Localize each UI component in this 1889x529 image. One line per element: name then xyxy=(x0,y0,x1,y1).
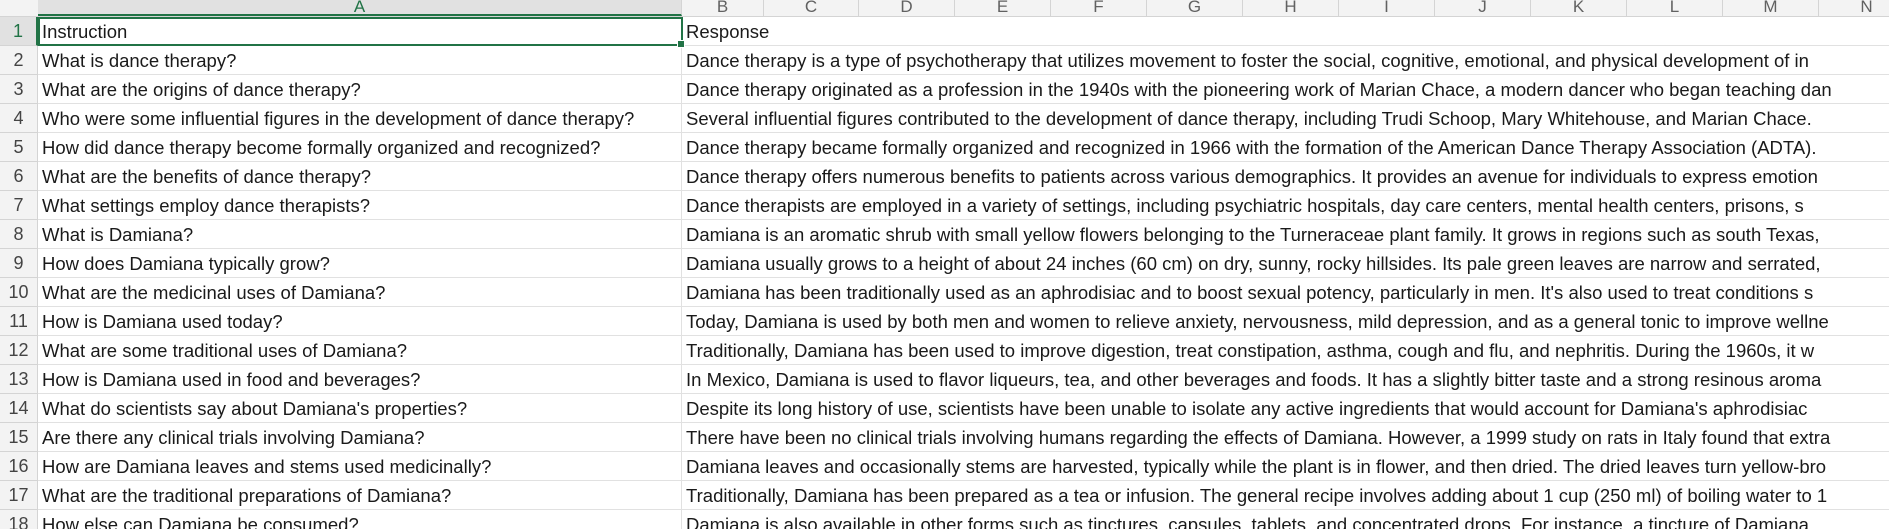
cell-instruction[interactable]: What is Damiana? xyxy=(38,220,682,249)
cell-response[interactable]: Several influential figures contributed … xyxy=(682,104,1889,133)
table-row: 4 Who were some influential figures in th… xyxy=(0,104,1889,133)
cell-response[interactable]: Dance therapy is a type of psychotherapy… xyxy=(682,46,1889,75)
table-row: 8 What is Damiana? Damiana is an aromatic … xyxy=(0,220,1889,249)
table-row: 16 How are Damiana leaves and stems used … xyxy=(0,452,1889,481)
cell-instruction[interactable]: How is Damiana used today? xyxy=(38,307,682,336)
table-row: 11 How is Damiana used today? Today, Damia… xyxy=(0,307,1889,336)
cell-response[interactable]: Traditionally, Damiana has been used to … xyxy=(682,336,1889,365)
column-header-l[interactable]: L xyxy=(1627,0,1723,16)
table-row: 1 Instruction Response xyxy=(0,17,1889,46)
row-header[interactable]: 11 xyxy=(0,307,38,336)
cell-response[interactable]: Dance therapy originated as a profession… xyxy=(682,75,1889,104)
table-row: 15 Are there any clinical trials involvin… xyxy=(0,423,1889,452)
cell-response[interactable]: Dance therapists are employed in a varie… xyxy=(682,191,1889,220)
cell-response[interactable]: There have been no clinical trials invol… xyxy=(682,423,1889,452)
row-header[interactable]: 4 xyxy=(0,104,38,133)
cell-instruction[interactable]: What are the origins of dance therapy? xyxy=(38,75,682,104)
cell-instruction[interactable]: What are the benefits of dance therapy? xyxy=(38,162,682,191)
row-header[interactable]: 3 xyxy=(0,75,38,104)
row-header[interactable]: 12 xyxy=(0,336,38,365)
row-header[interactable]: 10 xyxy=(0,278,38,307)
row-header[interactable]: 5 xyxy=(0,133,38,162)
cell-instruction[interactable]: How is Damiana used in food and beverage… xyxy=(38,365,682,394)
row-header[interactable]: 7 xyxy=(0,191,38,220)
column-header-n[interactable]: N xyxy=(1819,0,1889,16)
row-header[interactable]: 9 xyxy=(0,249,38,278)
row-header[interactable]: 17 xyxy=(0,481,38,510)
table-row: 17 What are the traditional preparations … xyxy=(0,481,1889,510)
cell-response[interactable]: Damiana is an aromatic shrub with small … xyxy=(682,220,1889,249)
cell-response[interactable]: Despite its long history of use, scienti… xyxy=(682,394,1889,423)
column-header-m[interactable]: M xyxy=(1723,0,1819,16)
cell-instruction[interactable]: What is dance therapy? xyxy=(38,46,682,75)
cell-response[interactable]: In Mexico, Damiana is used to flavor liq… xyxy=(682,365,1889,394)
cell-instruction[interactable]: How did dance therapy become formally or… xyxy=(38,133,682,162)
cell-instruction[interactable]: What do scientists say about Damiana's p… xyxy=(38,394,682,423)
cell-response[interactable]: Response xyxy=(682,17,1889,46)
column-header-a[interactable]: A xyxy=(38,0,682,16)
cell-instruction[interactable]: What settings employ dance therapists? xyxy=(38,191,682,220)
row-header[interactable]: 6 xyxy=(0,162,38,191)
table-row: 5 How did dance therapy become formally o… xyxy=(0,133,1889,162)
cell-instruction[interactable]: Are there any clinical trials involving … xyxy=(38,423,682,452)
cell-response[interactable]: Damiana usually grows to a height of abo… xyxy=(682,249,1889,278)
row-header[interactable]: 1 xyxy=(0,17,38,46)
cell-response[interactable]: Traditionally, Damiana has been prepared… xyxy=(682,481,1889,510)
cell-instruction[interactable]: What are the traditional preparations of… xyxy=(38,481,682,510)
column-header-j[interactable]: J xyxy=(1435,0,1531,16)
cell-response[interactable]: Damiana is also available in other forms… xyxy=(682,510,1889,529)
column-header-b[interactable]: B xyxy=(682,0,764,16)
column-header-g[interactable]: G xyxy=(1147,0,1243,16)
row-header[interactable]: 8 xyxy=(0,220,38,249)
cell-grid: 1 Instruction Response 2 What is dance thera… xyxy=(0,17,1889,529)
row-header[interactable]: 14 xyxy=(0,394,38,423)
row-header[interactable]: 15 xyxy=(0,423,38,452)
table-row: 14 What do scientists say about Damiana's… xyxy=(0,394,1889,423)
cell-instruction[interactable]: Who were some influential figures in the… xyxy=(38,104,682,133)
row-header[interactable]: 13 xyxy=(0,365,38,394)
column-header-k[interactable]: K xyxy=(1531,0,1627,16)
cell-response[interactable]: Damiana leaves and occasionally stems ar… xyxy=(682,452,1889,481)
column-header-d[interactable]: D xyxy=(859,0,955,16)
cell-instruction[interactable]: Instruction xyxy=(38,17,682,46)
table-row: 13 How is Damiana used in food and bevera… xyxy=(0,365,1889,394)
cell-instruction[interactable]: How else can Damiana be consumed? xyxy=(38,510,682,529)
cell-instruction[interactable]: How does Damiana typically grow? xyxy=(38,249,682,278)
column-header-i[interactable]: I xyxy=(1339,0,1435,16)
cell-response[interactable]: Damiana has been traditionally used as a… xyxy=(682,278,1889,307)
table-row: 9 How does Damiana typically grow? Damiana… xyxy=(0,249,1889,278)
row-header[interactable]: 16 xyxy=(0,452,38,481)
table-row: 12 What are some traditional uses of Dami… xyxy=(0,336,1889,365)
cell-response[interactable]: Dance therapy offers numerous benefits t… xyxy=(682,162,1889,191)
table-row: 6 What are the benefits of dance therapy?… xyxy=(0,162,1889,191)
cell-instruction[interactable]: How are Damiana leaves and stems used me… xyxy=(38,452,682,481)
table-row: 18 How else can Damiana be consumed? Damia… xyxy=(0,510,1889,529)
table-row: 10 What are the medicinal uses of Damiana… xyxy=(0,278,1889,307)
table-row: 3 What are the origins of dance therapy? D… xyxy=(0,75,1889,104)
cell-instruction[interactable]: What are the medicinal uses of Damiana? xyxy=(38,278,682,307)
cell-instruction[interactable]: What are some traditional uses of Damian… xyxy=(38,336,682,365)
table-row: 7 What settings employ dance therapists? D… xyxy=(0,191,1889,220)
cell-response[interactable]: Dance therapy became formally organized … xyxy=(682,133,1889,162)
column-header-f[interactable]: F xyxy=(1051,0,1147,16)
table-row: 2 What is dance therapy? Dance therapy is … xyxy=(0,46,1889,75)
row-header[interactable]: 2 xyxy=(0,46,38,75)
select-all-corner[interactable] xyxy=(0,0,39,16)
row-header[interactable]: 18 xyxy=(0,510,38,529)
cell-response[interactable]: Today, Damiana is used by both men and w… xyxy=(682,307,1889,336)
column-header-e[interactable]: E xyxy=(955,0,1051,16)
column-header-h[interactable]: H xyxy=(1243,0,1339,16)
column-header-c[interactable]: C xyxy=(764,0,859,16)
